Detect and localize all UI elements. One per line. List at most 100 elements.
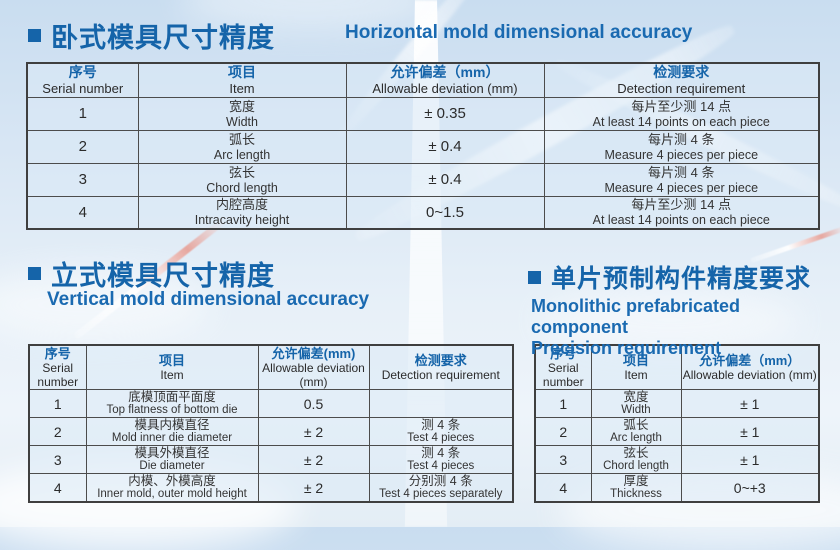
serial-value: 4 <box>78 203 87 221</box>
header-item: 项目 Item <box>137 62 347 98</box>
item-cn: 内腔高度 <box>215 197 268 213</box>
cell-deviation: ± 2 <box>257 417 370 446</box>
detection-en: Test 4 pieces <box>407 460 475 472</box>
serial-value: 1 <box>559 395 568 412</box>
header-item: 项目 Item <box>85 344 259 390</box>
cell-serial: 2 <box>534 417 592 446</box>
serial-value: 2 <box>53 423 62 440</box>
header-item-cn: 项目 <box>622 353 649 368</box>
table-row: 2 模具内模直径 Mold inner die diameter ± 2 测 4 … <box>28 417 514 446</box>
table-header-row: 序号 Serial number 项目 Item 允许偏差(mm) Allowable… <box>28 344 514 390</box>
cell-item: 模具外模直径 Die diameter <box>85 445 259 474</box>
cell-serial: 1 <box>28 389 87 418</box>
item-cn: 模具外模直径 <box>134 446 210 461</box>
detection-cn: 测 4 条 <box>421 418 461 433</box>
serial-value: 3 <box>53 451 62 468</box>
item-cn: 弦长 <box>623 446 649 461</box>
header-deviation: 允许偏差(mm) Allowable deviation (mm) <box>257 344 370 390</box>
item-cn: 厚度 <box>623 474 649 488</box>
cell-serial: 4 <box>534 473 592 503</box>
item-en: Top flatness of bottom die <box>106 404 238 416</box>
cell-serial: 4 <box>28 473 87 503</box>
cell-deviation: ± 0.4 <box>345 162 545 197</box>
cell-item: 内腔高度 Intracavity height <box>137 195 347 230</box>
detection-en: Measure 4 pieces per piece <box>604 147 759 162</box>
cell-serial: 2 <box>26 129 139 164</box>
cell-serial: 3 <box>534 445 592 474</box>
header-deviation-cn: 允许偏差（mm） <box>699 353 801 368</box>
deviation-value: ± 2 <box>303 451 324 468</box>
deviation-value: 0~1.5 <box>426 203 464 221</box>
item-en: Inner mold, outer mold height <box>97 488 247 500</box>
cell-item: 内模、外模高度 Inner mold, outer mold height <box>85 473 259 503</box>
detection-cn: 分别测 4 条 <box>408 474 473 488</box>
serial-value: 4 <box>559 479 568 496</box>
detection-cn: 每片测 4 条 <box>648 131 715 147</box>
section-title-en-line1: Monolithic prefabricated component <box>531 296 741 337</box>
section-title-horizontal: 卧式模具尺寸精度 <box>28 16 275 55</box>
item-en: Intracavity height <box>194 213 290 228</box>
header-detection: 检测要求 Detection requirement <box>543 62 820 98</box>
header-serial-cn: 序号 <box>68 64 97 81</box>
deviation-value: ± 0.4 <box>428 171 462 188</box>
cell-item: 厚度 Thickness <box>590 473 682 503</box>
table-row: 1 宽度 Width ± 0.35 每片至少测 14 点 At least 14 p… <box>26 96 820 131</box>
section-title-en: Horizontal mold dimensional accuracy <box>345 22 693 43</box>
table-row: 1 宽度 Width ± 1 <box>534 389 820 418</box>
deviation-value: ± 0.35 <box>424 105 466 122</box>
detection-cn: 每片测 4 条 <box>648 164 715 180</box>
header-deviation-cn: 允许偏差（mm） <box>390 64 500 81</box>
horizontal-mold-table: 序号 Serial number 项目 Item 允许偏差（mm） Allowable… <box>26 62 820 230</box>
detection-cn: 测 4 条 <box>421 446 461 461</box>
cell-deviation: ± 2 <box>257 445 370 474</box>
section-title-cn: 卧式模具尺寸精度 <box>51 23 275 53</box>
cell-detection: 测 4 条 Test 4 pieces <box>368 445 514 474</box>
header-detection-en: Detection requirement <box>617 81 746 97</box>
table-row: 2 弧长 Arc length ± 0.4 每片测 4 条 Measure 4 pi… <box>26 129 820 164</box>
item-en: Width <box>226 114 258 129</box>
cell-deviation: ± 0.35 <box>345 96 545 131</box>
serial-value: 1 <box>78 105 87 122</box>
item-cn: 模具内模直径 <box>134 418 210 433</box>
cell-serial: 1 <box>26 96 139 131</box>
deviation-value: 0~+3 <box>733 479 766 496</box>
header-serial-cn: 序号 <box>44 346 71 361</box>
item-en: Die diameter <box>139 460 205 472</box>
monolithic-component-table: 序号 Serial number 项目 Item 允许偏差（mm） Allowable… <box>534 344 820 503</box>
cell-item: 宽度 Width <box>137 96 347 131</box>
cell-detection: 测 4 条 Test 4 pieces <box>368 417 514 446</box>
cell-item: 底模顶面平面度 Top flatness of bottom die <box>85 389 259 418</box>
section-title-cn: 立式模具尺寸精度 <box>51 261 275 291</box>
item-en: Arc length <box>213 147 271 162</box>
deviation-value: ± 2 <box>303 423 324 440</box>
deviation-value: ± 1 <box>740 395 760 412</box>
cell-detection: 每片测 4 条 Measure 4 pieces per piece <box>543 129 820 164</box>
cell-item: 模具内模直径 Mold inner die diameter <box>85 417 259 446</box>
cell-detection: 每片测 4 条 Measure 4 pieces per piece <box>543 162 820 197</box>
item-en: Thickness <box>610 488 662 500</box>
header-item-en: Item <box>229 81 255 97</box>
cell-item: 弦长 Chord length <box>137 162 347 197</box>
section-title-en: Monolithic prefabricated component Preci… <box>531 296 840 359</box>
cell-item: 弧长 Arc length <box>590 417 682 446</box>
square-bullet-icon <box>28 267 41 280</box>
deviation-value: ± 0.4 <box>428 138 462 155</box>
square-bullet-icon <box>28 29 41 42</box>
header-deviation-cn: 允许偏差(mm) <box>271 346 356 361</box>
cell-serial: 1 <box>534 389 592 418</box>
serial-value: 1 <box>53 395 62 412</box>
item-cn: 弧长 <box>228 131 255 147</box>
header-item-cn: 项目 <box>158 353 185 368</box>
item-cn: 弦长 <box>228 164 255 180</box>
item-en: Chord length <box>206 180 278 195</box>
cell-deviation: ± 2 <box>257 473 370 503</box>
cell-deviation: 0.5 <box>257 389 370 418</box>
cell-serial: 3 <box>26 162 139 197</box>
header-serial: 序号 Serial number <box>534 344 592 390</box>
cell-deviation: 0~+3 <box>680 473 820 503</box>
header-deviation-en: Allowable deviation (mm) <box>262 361 365 389</box>
item-cn: 弧长 <box>623 418 649 433</box>
header-detection: 检测要求 Detection requirement <box>368 344 514 390</box>
cell-item: 弧长 Arc length <box>137 129 347 164</box>
table-row: 4 厚度 Thickness 0~+3 <box>534 473 820 503</box>
